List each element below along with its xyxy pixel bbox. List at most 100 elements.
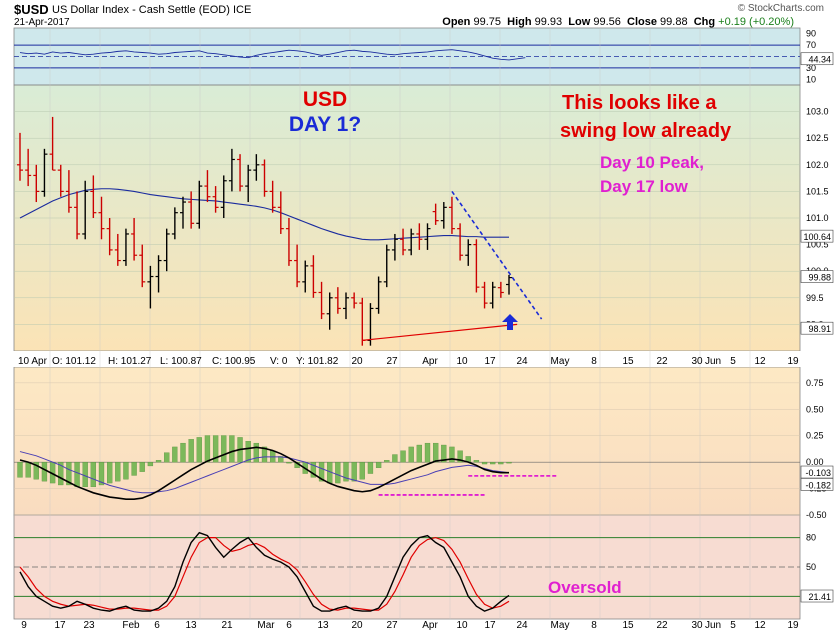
bottom-x-tick: 21 <box>221 620 233 631</box>
close-value: 99.88 <box>660 16 688 28</box>
bottom-x-tick: Mar <box>257 620 275 631</box>
macd-histogram-bar <box>172 446 178 463</box>
info-close: C: 100.95 <box>212 356 256 367</box>
macd-histogram-bar <box>74 461 80 488</box>
price-bar <box>400 228 407 256</box>
annotation-peak-2: Day 17 low <box>600 177 689 196</box>
price-bar <box>41 148 48 197</box>
bottom-x-tick: 8 <box>591 620 597 631</box>
macd-histogram-bar <box>25 461 31 478</box>
macd-histogram-bar <box>400 450 406 463</box>
bottom-x-tick: 17 <box>484 620 496 631</box>
series-layer <box>17 49 558 612</box>
macd-histogram-bar <box>155 460 162 463</box>
price-tick: 101.5 <box>806 186 829 196</box>
low-label: Low <box>568 16 591 28</box>
price-bar <box>343 292 349 320</box>
price-bar <box>245 164 252 203</box>
macd-histogram-bar <box>115 461 121 482</box>
info-bar-bg <box>0 351 834 367</box>
stoch-tick: 50 <box>806 562 816 572</box>
price-x-tick: Jun <box>705 356 721 367</box>
panel-backgrounds <box>0 27 834 620</box>
macd-histogram-bar <box>107 461 113 484</box>
annotation-oversold: Oversold <box>548 578 622 597</box>
grid-lines <box>14 28 800 619</box>
macd-histogram-bar <box>180 442 186 463</box>
macd-panel-bg <box>14 367 800 515</box>
price-bar <box>269 180 276 213</box>
price-bar <box>90 175 97 218</box>
price-x-tick: May <box>551 356 570 367</box>
stoch-d-line <box>19 536 510 611</box>
price-bar <box>481 281 488 309</box>
price-x-tick: Apr <box>422 356 438 367</box>
price-bar <box>473 239 480 293</box>
macd-histogram-bar <box>188 439 194 463</box>
stoch-k-line <box>19 531 510 612</box>
price-bar <box>489 281 496 309</box>
macd-last-label: -0.103 <box>805 468 831 478</box>
bottom-x-tick: 13 <box>185 620 197 631</box>
price-bar <box>57 164 64 197</box>
price-bar <box>147 265 154 309</box>
price-x-tick: 5 <box>730 356 736 367</box>
macd-histogram-bar <box>490 461 496 465</box>
macd-tick: 0.00 <box>806 457 824 467</box>
price-bar <box>74 191 81 240</box>
instrument-title: US Dollar Index - Cash Settle (EOD) <box>52 4 230 16</box>
price-bar <box>334 287 341 314</box>
macd-histogram-bar <box>359 461 365 480</box>
bottom-x-tick: Apr <box>422 620 438 631</box>
brand: © StockCharts.com <box>737 3 824 14</box>
price-bar <box>424 223 431 250</box>
rsi-tick: 10 <box>806 74 816 84</box>
open-value: 99.75 <box>473 16 501 28</box>
macd-signal-label: -0.182 <box>805 480 831 490</box>
price-bar <box>65 170 72 213</box>
price-bar <box>188 191 195 229</box>
macd-tick: 0.25 <box>806 431 824 441</box>
price-bar <box>106 218 113 256</box>
price-bar <box>212 186 219 213</box>
price-bar <box>114 233 121 266</box>
bottom-x-tick: 19 <box>787 620 799 631</box>
macd-histogram-bar <box>58 461 64 486</box>
instrument-name: US Dollar Index - Cash Settle (EOD) ICE <box>52 4 251 16</box>
macd-histogram-bar <box>416 444 423 463</box>
macd-signal-label-box <box>800 478 834 491</box>
price-bar <box>33 164 40 203</box>
macd-histogram-bar <box>441 444 447 463</box>
price-bar <box>220 175 227 218</box>
price-bar <box>25 148 32 187</box>
bottom-x-tick: 6 <box>286 620 292 631</box>
price-tick: 100.5 <box>806 240 829 250</box>
info-low: L: 100.87 <box>160 356 202 367</box>
bottom-x-tick: 12 <box>754 620 766 631</box>
macd-histogram-bar <box>384 460 390 463</box>
price-bar <box>261 159 268 197</box>
price-tick: 103.0 <box>806 107 829 117</box>
info-open: O: 101.12 <box>52 356 96 367</box>
high-label: High <box>507 16 532 28</box>
axis-labels: 907050301044.34103.0102.5102.0101.5101.0… <box>21 29 834 631</box>
chg-label: Chg <box>693 16 716 28</box>
price-bar <box>180 196 186 229</box>
bottom-x-tick: 9 <box>21 620 27 631</box>
price-bar <box>82 180 89 240</box>
macd-histogram-bar <box>139 461 145 472</box>
macd-histogram-bar <box>90 461 96 488</box>
price-x-tick: 24 <box>516 356 528 367</box>
macd-histogram-bar <box>367 461 374 474</box>
macd-histogram-bar <box>229 435 235 463</box>
price-bar <box>375 276 382 314</box>
macd-histogram-bar <box>204 435 211 463</box>
macd-tick: 0.75 <box>806 378 824 388</box>
macd-histogram-bar <box>221 435 227 463</box>
rsi-tick: 90 <box>806 29 816 39</box>
macd-histogram-bar <box>33 461 39 480</box>
macd-histogram-bar <box>212 435 219 463</box>
annotation-swing-1: This looks like a <box>562 92 717 114</box>
price-bar <box>440 202 447 229</box>
stoch-last-label-box <box>800 589 834 603</box>
